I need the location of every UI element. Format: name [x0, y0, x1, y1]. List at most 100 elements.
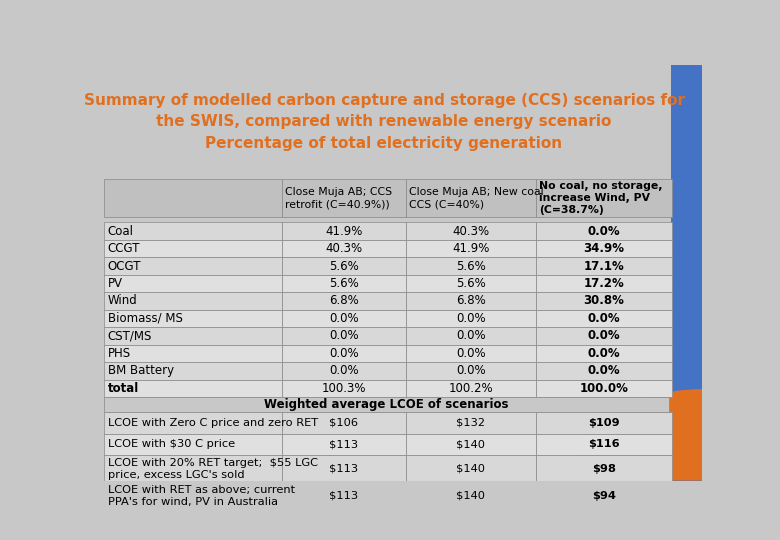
Bar	[104, 327, 282, 345]
Bar	[104, 222, 282, 240]
Text: 5.6%: 5.6%	[456, 277, 486, 290]
Text: Coal: Coal	[108, 225, 134, 238]
Bar	[536, 412, 672, 434]
Text: 40.3%: 40.3%	[452, 225, 489, 238]
Bar	[406, 292, 536, 310]
Text: PV: PV	[108, 277, 122, 290]
Bar	[104, 240, 282, 258]
Text: 0.0%: 0.0%	[329, 312, 359, 325]
Text: PHS: PHS	[108, 347, 131, 360]
Bar	[406, 179, 536, 218]
Text: 0.0%: 0.0%	[329, 364, 359, 377]
Text: $113: $113	[329, 491, 358, 501]
Bar	[104, 455, 282, 482]
Text: 100.0%: 100.0%	[580, 382, 628, 395]
Bar	[282, 434, 406, 455]
Text: 41.9%: 41.9%	[325, 225, 363, 238]
Text: Wind: Wind	[108, 294, 137, 307]
Bar	[282, 240, 406, 258]
Text: $113: $113	[329, 440, 358, 449]
Wedge shape	[569, 389, 702, 481]
Bar	[104, 258, 282, 275]
Text: LCOE with 20% RET target;  $55 LGC
price, excess LGC's sold: LCOE with 20% RET target; $55 LGC price,…	[108, 458, 317, 480]
Text: $106: $106	[329, 418, 358, 428]
Text: 0.0%: 0.0%	[587, 225, 620, 238]
Text: 6.8%: 6.8%	[329, 294, 359, 307]
Bar	[406, 434, 536, 455]
Text: Close Muja AB; CCS
retrofit (C=40.9%)): Close Muja AB; CCS retrofit (C=40.9%))	[285, 187, 392, 210]
Bar	[104, 397, 668, 412]
Bar	[536, 292, 672, 310]
Bar	[104, 482, 282, 509]
Bar	[536, 455, 672, 482]
Text: $113: $113	[329, 464, 358, 474]
Bar	[282, 179, 406, 218]
Text: 0.0%: 0.0%	[329, 329, 359, 342]
Text: Close Muja AB; New coal
CCS (C=40%): Close Muja AB; New coal CCS (C=40%)	[410, 187, 544, 210]
Bar	[282, 380, 406, 397]
Bar	[406, 362, 536, 380]
Bar	[536, 222, 672, 240]
Bar	[104, 362, 282, 380]
Bar	[406, 455, 536, 482]
Bar	[282, 482, 406, 509]
Bar	[536, 310, 672, 327]
Bar	[406, 380, 536, 397]
Bar	[104, 179, 282, 218]
Bar	[536, 482, 672, 509]
Text: 0.0%: 0.0%	[456, 312, 486, 325]
Text: 0.0%: 0.0%	[587, 329, 620, 342]
Text: 0.0%: 0.0%	[456, 347, 486, 360]
Text: $140: $140	[456, 464, 485, 474]
Bar	[98, 65, 671, 179]
Bar	[282, 275, 406, 292]
Bar	[282, 362, 406, 380]
Text: 30.8%: 30.8%	[583, 294, 624, 307]
Text: 5.6%: 5.6%	[329, 277, 359, 290]
Bar	[406, 310, 536, 327]
Text: BM Battery: BM Battery	[108, 364, 174, 377]
Bar	[406, 240, 536, 258]
Bar	[536, 327, 672, 345]
Bar	[536, 434, 672, 455]
Bar	[104, 292, 282, 310]
Text: LCOE with $30 C price: LCOE with $30 C price	[108, 440, 235, 449]
Bar	[406, 258, 536, 275]
Text: 17.1%: 17.1%	[583, 260, 624, 273]
Bar	[104, 310, 282, 327]
Bar	[282, 345, 406, 362]
Text: 0.0%: 0.0%	[456, 329, 486, 342]
Bar	[536, 258, 672, 275]
Text: $94: $94	[592, 491, 615, 501]
Bar	[406, 482, 536, 509]
Text: $140: $140	[456, 440, 485, 449]
Text: 0.0%: 0.0%	[329, 347, 359, 360]
Bar	[282, 412, 406, 434]
Text: 100.3%: 100.3%	[321, 382, 366, 395]
Bar	[536, 362, 672, 380]
Text: $98: $98	[592, 464, 615, 474]
Text: 17.2%: 17.2%	[583, 277, 624, 290]
Bar	[104, 275, 282, 292]
Bar	[536, 179, 672, 218]
Bar	[104, 434, 282, 455]
Text: Summary of modelled carbon capture and storage (CCS) scenarios for
the SWIS, com: Summary of modelled carbon capture and s…	[83, 93, 685, 151]
Bar	[406, 345, 536, 362]
Bar	[406, 275, 536, 292]
Text: 5.6%: 5.6%	[329, 260, 359, 273]
Text: 100.2%: 100.2%	[448, 382, 493, 395]
Text: 0.0%: 0.0%	[456, 364, 486, 377]
Text: 0.0%: 0.0%	[587, 312, 620, 325]
Text: CST/MS: CST/MS	[108, 329, 152, 342]
Bar	[282, 327, 406, 345]
Bar	[406, 412, 536, 434]
Bar	[104, 218, 668, 222]
Bar	[536, 380, 672, 397]
Bar	[406, 222, 536, 240]
Text: $109: $109	[588, 418, 619, 428]
Text: 40.3%: 40.3%	[325, 242, 363, 255]
Bar	[406, 327, 536, 345]
Bar	[282, 310, 406, 327]
Text: Biomass/ MS: Biomass/ MS	[108, 312, 183, 325]
Text: LCOE with RET as above; current
PPA's for wind, PV in Australia: LCOE with RET as above; current PPA's fo…	[108, 485, 295, 507]
